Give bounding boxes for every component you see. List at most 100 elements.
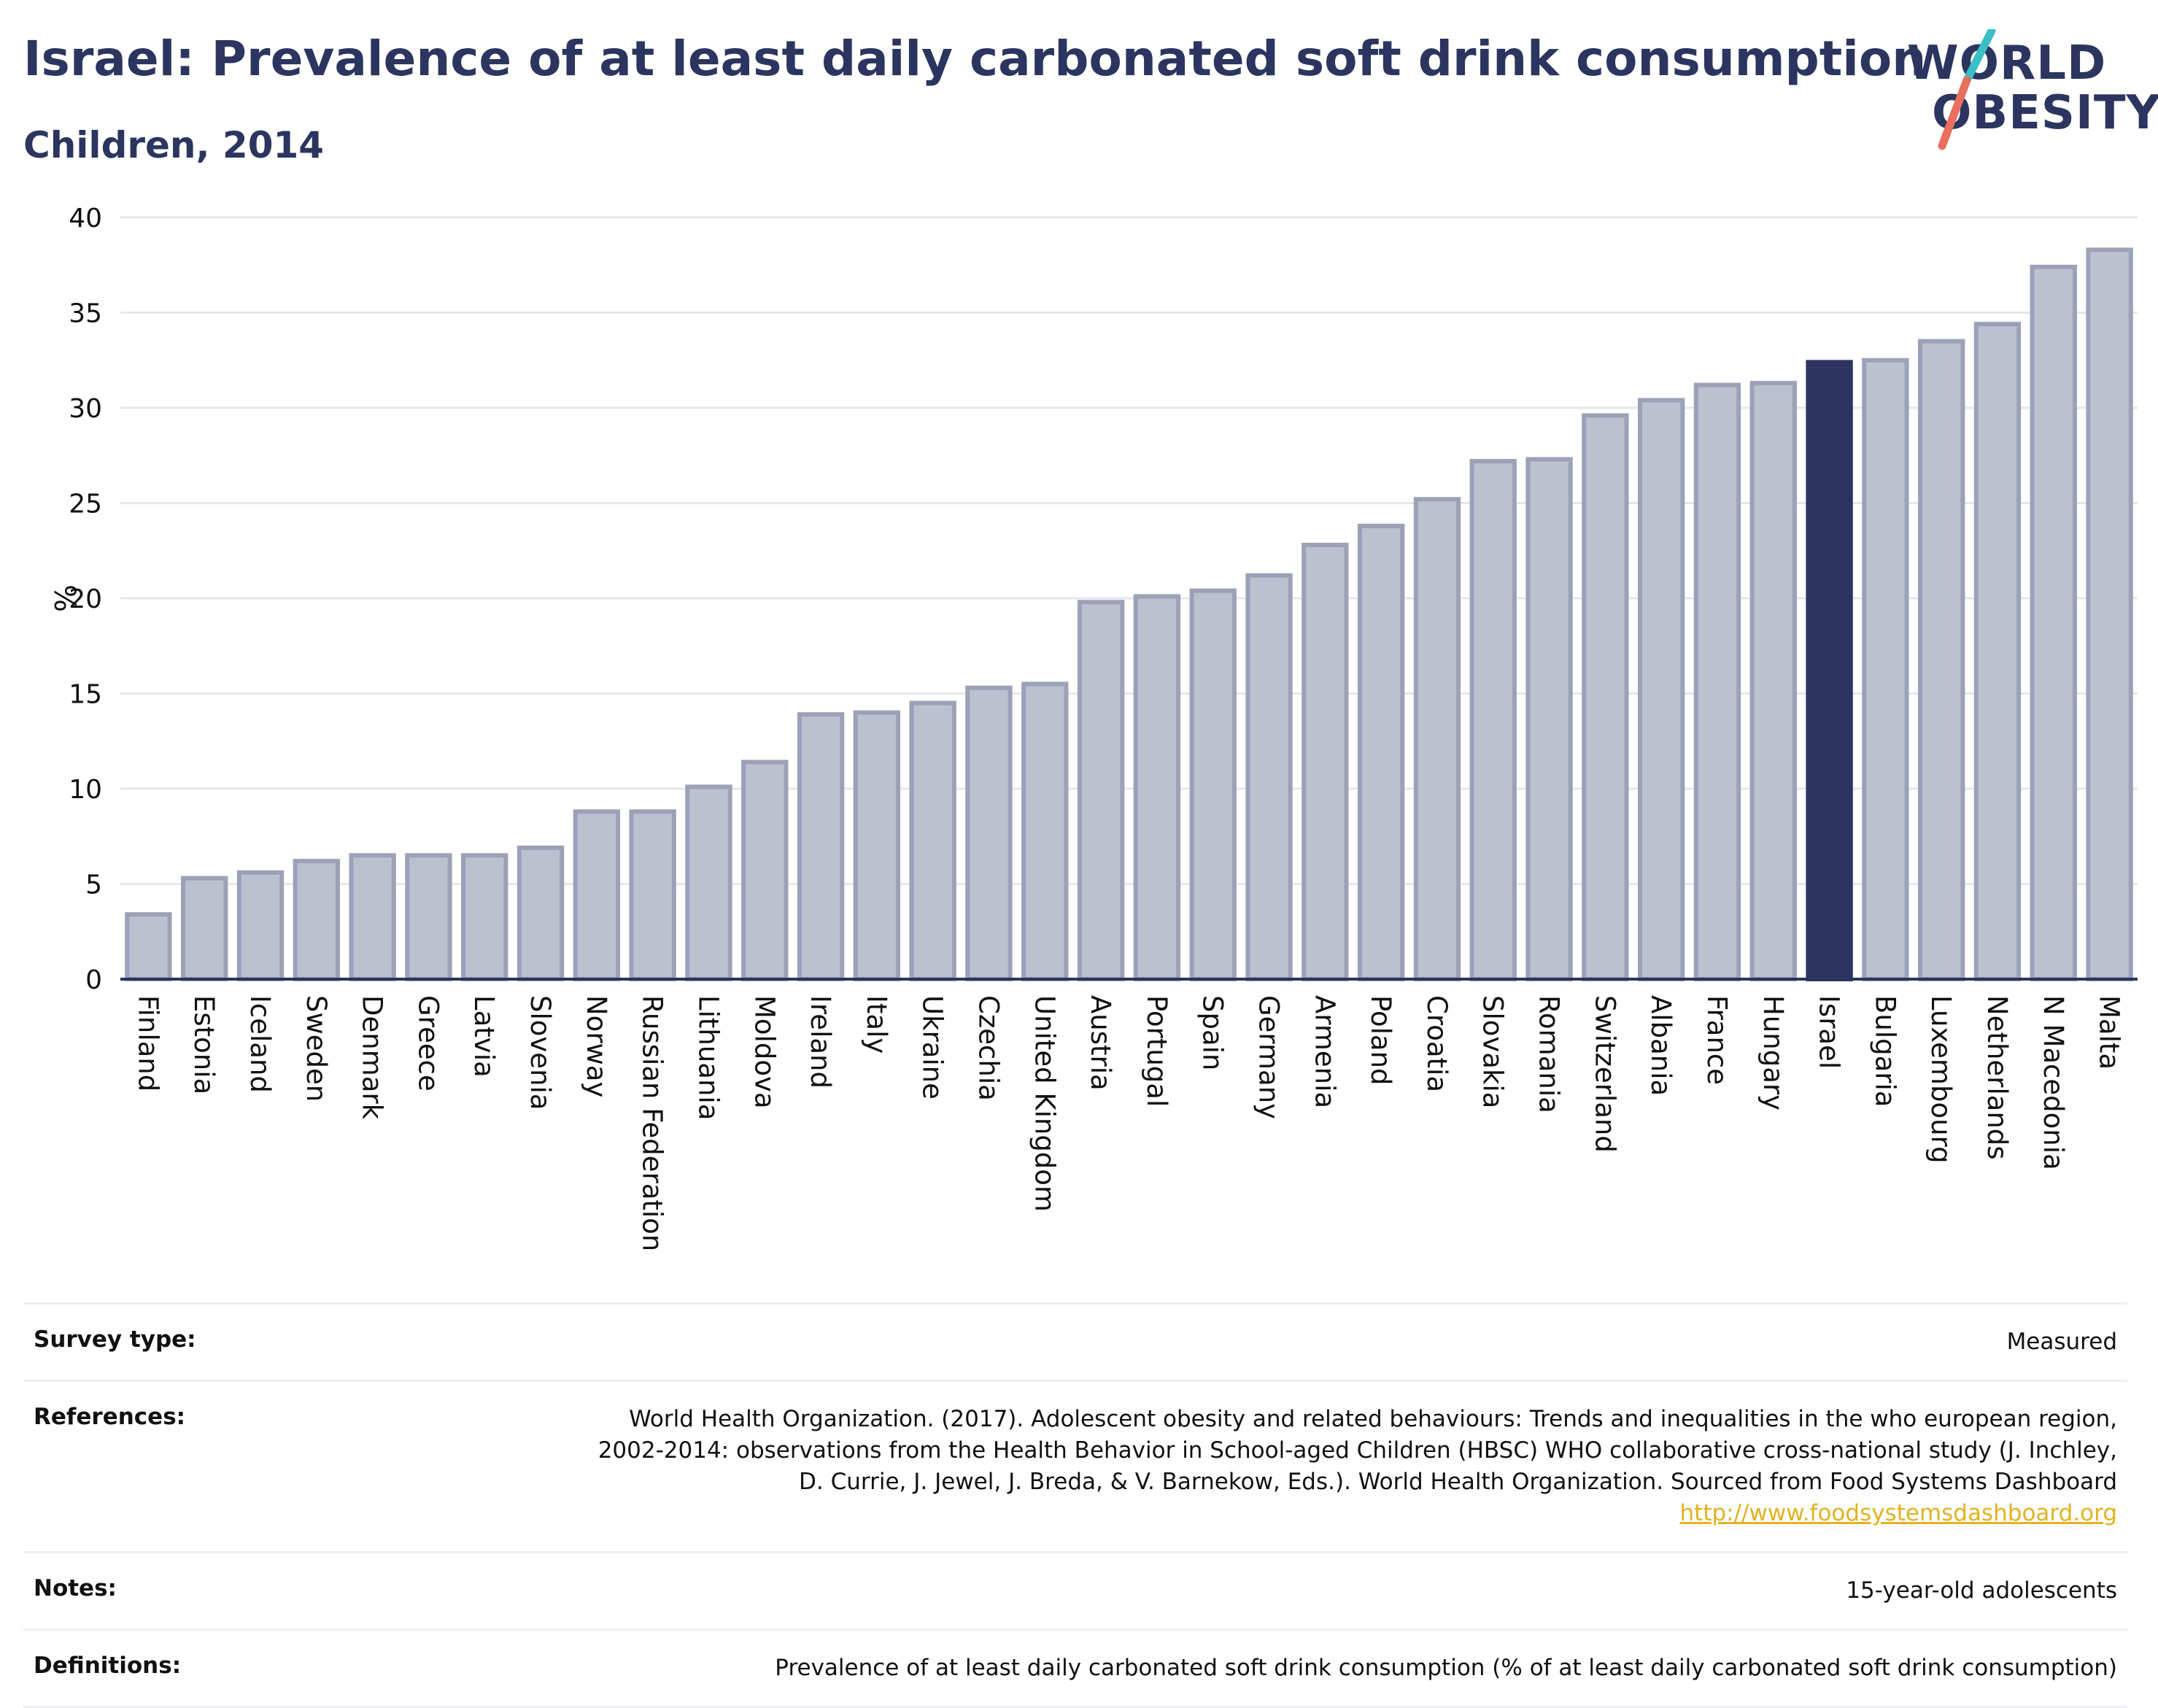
x-tick-label: Romania [1534, 995, 1565, 1113]
bar [405, 853, 452, 981]
logo-slash-icon [1938, 29, 1996, 150]
bar [1021, 681, 1069, 981]
notes-row: Notes: 15-year-old adolescents [23, 1551, 2127, 1628]
x-tick-label: Albania [1645, 995, 1676, 1096]
x-tick-label: Lithuania [692, 995, 724, 1120]
bar-chart: 0 5 10 15 20 25 30 35 40% Finland Estonia Iceland Sw… [47, 204, 2138, 1251]
x-tick-label: Finland [132, 995, 163, 1091]
bar [1525, 457, 1573, 982]
bar [125, 912, 172, 982]
world-obesity-logo: WORLD OBESITY [1897, 29, 2158, 153]
info-table: Survey type: Measured References: World … [23, 1302, 2127, 1708]
logo-line-1: WORLD [1907, 36, 2107, 90]
x-tick-label: Netherlands [1981, 995, 2013, 1160]
x-tick-label: Luxembourg [1925, 995, 1957, 1164]
bar [2030, 264, 2077, 982]
bar [181, 876, 228, 981]
x-tick-label: Ireland [805, 995, 836, 1089]
bar [741, 760, 789, 982]
definitions-label: Definitions: [34, 1653, 182, 1679]
x-tick-label: Slovenia [525, 995, 556, 1110]
bar [573, 809, 621, 981]
bar [1582, 413, 1629, 981]
bar [1302, 542, 1349, 982]
y-tick-label: 20 [69, 584, 102, 614]
bar [349, 853, 396, 981]
bar [1749, 381, 1797, 981]
y-tick-label: 30 [69, 394, 102, 424]
x-tick-label: Estonia [188, 995, 220, 1094]
references-label: References: [34, 1404, 186, 1430]
x-tick-label: Czechia [972, 995, 1004, 1101]
bar [1973, 322, 2022, 982]
bar [909, 700, 956, 981]
x-tick-label: Croatia [1421, 995, 1453, 1092]
y-axis-title: % [47, 584, 81, 612]
x-tick-label: Hungary [1757, 995, 1789, 1110]
y-tick-label: 15 [69, 680, 102, 710]
bar [629, 809, 676, 981]
notes-label: Notes: [34, 1575, 117, 1601]
bar [1917, 339, 1965, 981]
x-tick-label: Austria [1085, 995, 1116, 1091]
y-tick-label: 5 [85, 870, 102, 900]
page-title: Israel: Prevalence of at least daily car… [23, 31, 1927, 87]
bar [797, 712, 845, 982]
reference-line-1: World Health Organization. (2017). Adole… [629, 1406, 2117, 1432]
reference-line-3: D. Currie, J. Jewel, J. Breda, & V. Barn… [799, 1469, 2117, 1495]
bar [517, 845, 565, 981]
bar [1637, 398, 1685, 981]
survey-type-value: Measured [2006, 1329, 2117, 1355]
x-tick-label: Slovakia [1477, 995, 1509, 1108]
bar [1133, 594, 1181, 981]
x-tick-label: Armenia [1309, 995, 1340, 1108]
x-tick-label: Poland [1365, 995, 1396, 1086]
bar [236, 870, 285, 982]
references-row: References: World Health Organization. (… [23, 1380, 2127, 1551]
x-tick-label: Italy [861, 995, 892, 1054]
bar [293, 859, 341, 981]
x-tick-label: Greece [412, 995, 444, 1091]
x-tick-label: Malta [2094, 995, 2125, 1070]
x-tick-label: Ukraine [917, 995, 948, 1100]
y-tick-label: 40 [69, 204, 102, 233]
reference-line-2: 2002-2014: observations from the Health … [597, 1437, 2117, 1464]
bar [1806, 360, 1853, 982]
x-tick-label: Norway [581, 995, 612, 1097]
bar [1245, 573, 1293, 981]
bar [685, 784, 732, 981]
x-tick-label: Sweden [301, 995, 332, 1102]
references-value: World Health Organization. (2017). Adole… [598, 1404, 2117, 1529]
bar [461, 853, 508, 981]
notes-value: 15-year-old adolescents [1846, 1577, 2117, 1604]
x-tick-label: Israel [1814, 995, 1845, 1069]
bar [853, 710, 901, 981]
x-tick-label: Spain [1197, 995, 1229, 1070]
x-tick-label: Iceland [244, 995, 276, 1093]
bar [1413, 497, 1461, 981]
survey-type-label: Survey type: [34, 1326, 196, 1353]
x-tick-label: Germany [1253, 995, 1285, 1119]
bar [1077, 600, 1125, 981]
x-tick-label: Moldova [749, 995, 780, 1109]
definitions-value: Prevalence of at least daily carbonated … [775, 1655, 2117, 1681]
y-tick-label: 35 [69, 299, 102, 329]
bar [1469, 459, 1517, 981]
logo-line-2: OBESITY [1932, 86, 2158, 140]
x-tick-label: Russian Federation [637, 995, 668, 1251]
y-tick-label: 10 [69, 775, 102, 805]
bar [1189, 588, 1237, 981]
bar [1862, 358, 1909, 981]
x-tick-label: Switzerland [1589, 995, 1620, 1153]
x-tick-label: Bulgaria [1869, 995, 1900, 1107]
x-tick-label: Latvia [468, 995, 500, 1078]
bar [965, 685, 1013, 981]
survey-type-row: Survey type: Measured [23, 1302, 2127, 1380]
y-tick-label: 25 [69, 490, 102, 519]
x-tick-label: N Macedonia [2038, 995, 2069, 1170]
reference-link[interactable]: http://www.foodsystemsdashboard.org [1679, 1500, 2117, 1526]
bar [1693, 382, 1741, 981]
x-tick-label: Portugal [1141, 995, 1172, 1107]
definitions-row: Definitions: Prevalence of at least dail… [23, 1628, 2127, 1708]
bar [1357, 523, 1405, 981]
